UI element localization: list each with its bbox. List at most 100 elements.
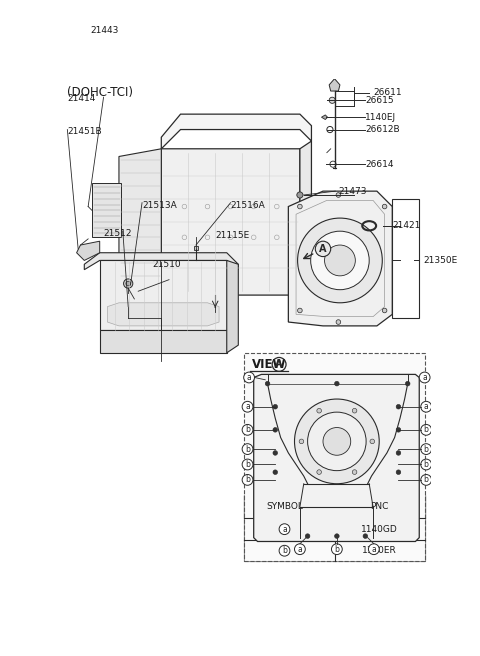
Text: SYMBOL: SYMBOL xyxy=(266,502,303,511)
Circle shape xyxy=(242,443,253,455)
Text: 21512: 21512 xyxy=(104,229,132,238)
Text: A: A xyxy=(276,359,283,369)
Circle shape xyxy=(382,204,387,209)
Circle shape xyxy=(421,474,432,485)
Text: 21516A: 21516A xyxy=(230,201,265,209)
Bar xyxy=(193,246,198,250)
Text: PNC: PNC xyxy=(370,502,388,511)
Text: a: a xyxy=(298,544,302,554)
Polygon shape xyxy=(84,253,238,270)
Text: VIEW: VIEW xyxy=(252,358,287,371)
Circle shape xyxy=(406,381,410,386)
Circle shape xyxy=(242,474,253,485)
Bar xyxy=(92,184,121,237)
Circle shape xyxy=(370,439,374,443)
Text: (DOHC-TCI): (DOHC-TCI) xyxy=(67,86,133,99)
Text: 26614: 26614 xyxy=(365,159,394,169)
Circle shape xyxy=(109,39,121,51)
Polygon shape xyxy=(300,141,312,283)
Text: 21421: 21421 xyxy=(392,221,420,230)
Circle shape xyxy=(273,451,277,455)
Circle shape xyxy=(295,544,305,554)
Text: b: b xyxy=(424,476,429,484)
Text: 26611: 26611 xyxy=(373,88,402,97)
Circle shape xyxy=(311,231,369,290)
Text: 1140EJ: 1140EJ xyxy=(365,113,396,122)
Polygon shape xyxy=(77,241,100,260)
Circle shape xyxy=(273,470,277,474)
Circle shape xyxy=(242,401,253,412)
Circle shape xyxy=(363,534,368,539)
Circle shape xyxy=(335,534,339,539)
Circle shape xyxy=(297,192,303,198)
Circle shape xyxy=(298,308,302,313)
Circle shape xyxy=(317,470,322,474)
Text: 1140ER: 1140ER xyxy=(362,546,396,555)
Text: 21473: 21473 xyxy=(338,187,367,195)
Circle shape xyxy=(317,409,322,413)
Text: 1140GD: 1140GD xyxy=(361,525,397,534)
Circle shape xyxy=(421,401,432,412)
Circle shape xyxy=(396,405,401,409)
Circle shape xyxy=(421,443,432,455)
Text: a: a xyxy=(422,373,427,382)
Bar xyxy=(210,305,221,313)
Polygon shape xyxy=(322,115,328,119)
Text: 26615: 26615 xyxy=(365,96,394,105)
Circle shape xyxy=(421,459,432,470)
Text: a: a xyxy=(245,402,250,411)
Text: a: a xyxy=(247,373,252,382)
Circle shape xyxy=(273,428,277,432)
Polygon shape xyxy=(100,260,227,330)
Text: 21510: 21510 xyxy=(152,260,180,269)
Circle shape xyxy=(242,459,253,470)
Circle shape xyxy=(336,193,341,197)
Circle shape xyxy=(123,279,133,288)
Text: a: a xyxy=(372,544,376,554)
Circle shape xyxy=(336,319,341,324)
Polygon shape xyxy=(227,260,238,353)
Polygon shape xyxy=(108,303,219,326)
Circle shape xyxy=(329,97,336,104)
Bar xyxy=(244,495,425,518)
Text: b: b xyxy=(424,460,429,469)
Polygon shape xyxy=(161,149,300,295)
Text: b: b xyxy=(424,425,429,434)
Circle shape xyxy=(298,204,302,209)
Text: b: b xyxy=(245,445,250,453)
Circle shape xyxy=(369,544,379,554)
Polygon shape xyxy=(161,114,312,149)
Text: a: a xyxy=(424,402,429,411)
Bar xyxy=(244,353,425,561)
Polygon shape xyxy=(100,330,227,353)
Text: 21513A: 21513A xyxy=(142,201,177,209)
Polygon shape xyxy=(288,191,392,326)
Text: b: b xyxy=(245,476,250,484)
Text: A: A xyxy=(319,244,327,254)
Circle shape xyxy=(308,412,366,470)
Circle shape xyxy=(98,28,132,62)
Circle shape xyxy=(126,281,131,286)
Circle shape xyxy=(396,470,401,474)
Circle shape xyxy=(335,381,339,386)
Text: b: b xyxy=(245,460,250,469)
Polygon shape xyxy=(329,79,340,91)
Circle shape xyxy=(265,381,270,386)
Text: 21350E: 21350E xyxy=(423,256,457,265)
Circle shape xyxy=(396,451,401,455)
Bar xyxy=(392,199,419,318)
Text: 21443: 21443 xyxy=(90,26,119,35)
Circle shape xyxy=(352,470,357,474)
Circle shape xyxy=(299,439,304,443)
Circle shape xyxy=(323,428,351,455)
Circle shape xyxy=(382,308,387,313)
Polygon shape xyxy=(254,375,419,541)
Text: b: b xyxy=(335,544,339,554)
Circle shape xyxy=(396,428,401,432)
Circle shape xyxy=(104,33,127,56)
Circle shape xyxy=(295,399,379,483)
Circle shape xyxy=(419,372,430,383)
Text: 26612B: 26612B xyxy=(365,125,400,134)
Circle shape xyxy=(324,245,355,276)
Circle shape xyxy=(273,405,277,409)
